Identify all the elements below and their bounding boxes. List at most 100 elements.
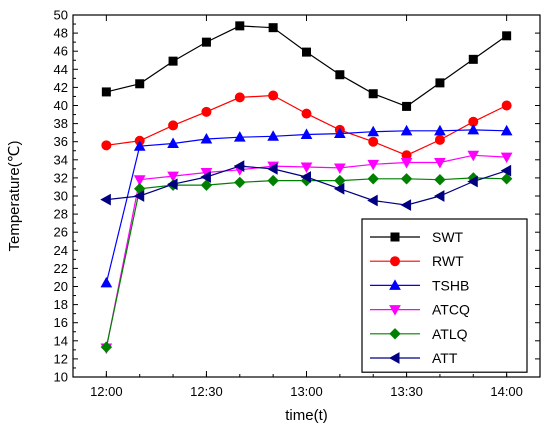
data-point-rwt	[501, 100, 512, 111]
data-point-atcq	[467, 150, 480, 162]
data-point-tshb	[467, 123, 480, 135]
y-tick-label: 46	[54, 44, 68, 59]
y-tick-label: 38	[54, 116, 68, 131]
y-tick-label: 34	[54, 152, 68, 167]
legend-marker-rwt	[390, 256, 400, 267]
data-point-rwt	[234, 92, 245, 103]
legend-marker-att	[388, 352, 400, 364]
legend-box	[361, 218, 528, 373]
series-att	[100, 160, 512, 211]
data-point-atcq	[434, 158, 446, 169]
data-point-att	[100, 193, 111, 206]
data-point-att	[367, 194, 378, 207]
data-point-atcq	[133, 175, 146, 186]
data-point-rwt	[101, 140, 112, 151]
x-tick-label: 12:00	[90, 384, 123, 399]
legend-item-atlq: ATLQ	[370, 326, 468, 342]
data-point-atlq	[434, 174, 446, 186]
data-point-swt	[201, 37, 211, 47]
data-point-att	[467, 175, 478, 188]
data-point-tshb	[233, 131, 246, 142]
legend-item-tshb: TSHB	[370, 277, 469, 293]
x-axis-title: time(t)	[285, 407, 328, 424]
x-tick-label: 12:30	[190, 384, 223, 399]
data-point-atcq	[167, 171, 179, 183]
y-tick-label: 28	[54, 207, 68, 222]
data-point-atcq	[334, 163, 346, 174]
data-point-rwt	[301, 108, 312, 119]
data-point-atlq	[200, 179, 213, 191]
series-line-rwt	[106, 94, 507, 156]
y-tick-label: 40	[54, 98, 68, 113]
x-tick-label: 14:00	[490, 384, 523, 399]
data-point-atlq	[367, 173, 379, 185]
data-point-tshb	[500, 124, 513, 136]
data-point-att	[200, 171, 211, 183]
data-point-atcq	[500, 152, 513, 164]
data-point-rwt	[434, 134, 445, 145]
data-point-tshb	[267, 130, 279, 141]
data-point-swt	[135, 79, 145, 89]
data-point-rwt	[368, 136, 379, 147]
y-axis-title: Temperature(℃)	[6, 140, 23, 251]
series-tshb	[100, 123, 513, 288]
data-point-swt	[335, 70, 345, 80]
data-point-swt	[468, 54, 478, 64]
data-point-att	[300, 171, 311, 183]
data-point-atcq	[400, 158, 413, 169]
series-line-swt	[106, 25, 507, 108]
legend-item-att: ATT	[370, 350, 458, 366]
data-point-att	[433, 190, 445, 202]
legend: SWT RWT TSHB ATCQ ATLQ ATT	[361, 218, 528, 373]
data-point-att	[133, 190, 145, 202]
data-point-swt	[368, 89, 378, 99]
legend-label: ATCQ	[432, 302, 470, 318]
data-point-att	[267, 163, 278, 175]
data-point-rwt	[268, 90, 279, 101]
y-tick-label: 22	[54, 261, 68, 276]
y-tick-label: 18	[54, 297, 68, 312]
legend-item-swt: SWT	[370, 229, 464, 245]
data-point-att	[233, 160, 245, 172]
data-point-swt	[268, 23, 278, 33]
data-point-tshb	[334, 127, 346, 139]
legend-label: RWT	[432, 253, 464, 269]
data-point-atcq	[367, 159, 380, 171]
data-point-tshb	[167, 137, 179, 149]
x-tick-label: 13:00	[290, 384, 323, 399]
y-tick-label: 50	[54, 8, 68, 23]
legend-marker-atlq	[389, 328, 401, 340]
data-point-tshb	[434, 124, 446, 136]
data-point-swt	[435, 78, 445, 88]
data-point-atcq	[300, 162, 313, 174]
legend-label: TSHB	[432, 277, 469, 293]
y-tick-label: 16	[54, 315, 68, 330]
y-tick-label: 42	[54, 80, 68, 95]
data-point-att	[500, 164, 512, 177]
y-tick-label: 30	[54, 189, 68, 204]
data-point-atlq	[100, 341, 113, 353]
data-point-swt	[168, 56, 178, 66]
data-point-att	[400, 199, 412, 211]
data-point-tshb	[100, 276, 113, 288]
y-tick-label: 20	[54, 279, 68, 294]
data-point-atlq	[267, 174, 279, 187]
data-point-tshb	[400, 124, 413, 136]
y-tick-label: 12	[54, 351, 68, 366]
data-point-att	[333, 182, 345, 195]
legend-item-atcq: ATCQ	[370, 302, 470, 318]
data-point-att	[167, 178, 178, 191]
y-tick-label: 48	[54, 26, 68, 41]
data-point-atlq	[234, 176, 246, 189]
series-rwt	[101, 90, 512, 161]
data-point-swt	[502, 31, 512, 41]
data-point-swt	[101, 87, 111, 97]
legend-marker-atcq	[389, 305, 401, 316]
data-point-atlq	[400, 173, 413, 185]
data-point-swt	[402, 101, 412, 111]
legend-marker-tshb	[389, 279, 401, 290]
data-point-rwt	[201, 106, 212, 117]
legend-item-rwt: RWT	[370, 253, 464, 269]
y-tick-label: 26	[54, 225, 68, 240]
